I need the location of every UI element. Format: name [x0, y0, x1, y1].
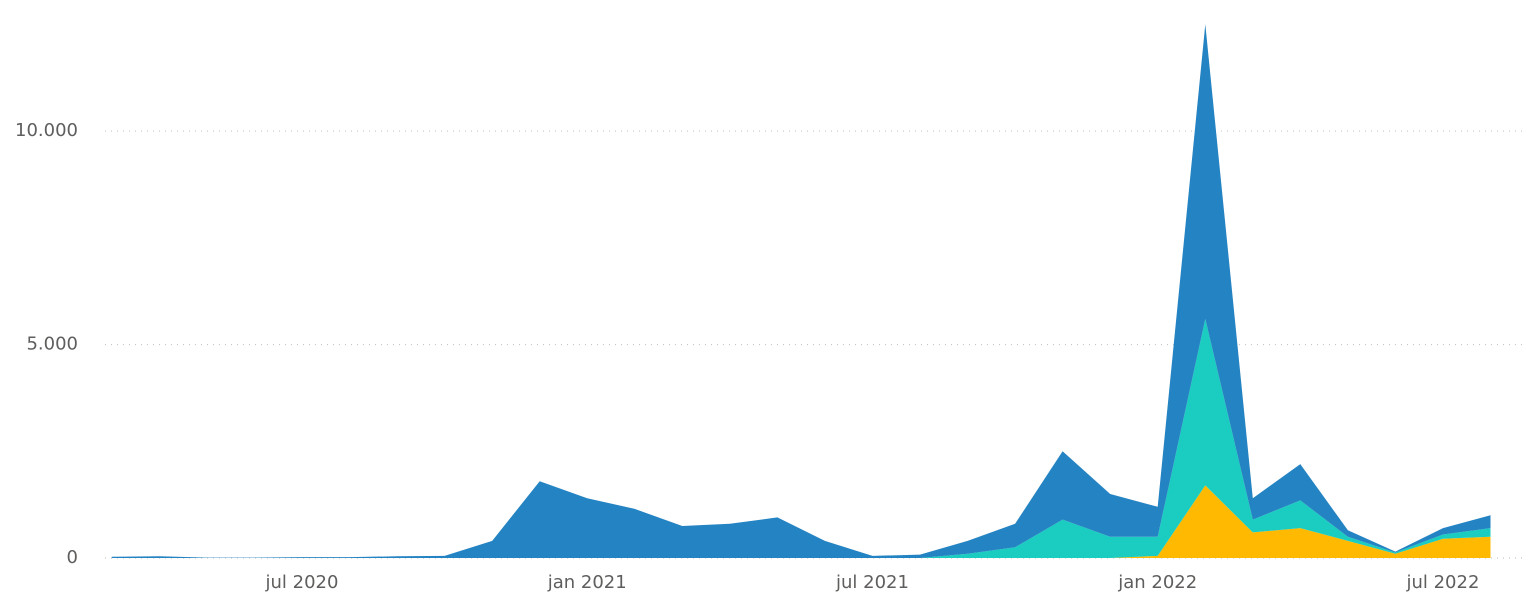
area [111, 485, 1491, 558]
x-tick-label: jul 2021 [835, 572, 909, 593]
x-tick-label: jul 2022 [1405, 572, 1479, 593]
area [111, 24, 1491, 559]
x-tick-label: jul 2020 [265, 572, 339, 593]
y-tick-label: 0 [67, 547, 78, 568]
area [111, 318, 1491, 558]
x-tick-label: jan 2022 [1117, 572, 1197, 593]
y-tick-label: 10.000 [15, 120, 78, 141]
y-tick-label: 5.000 [26, 334, 78, 355]
x-tick-label: jan 2021 [547, 572, 627, 593]
